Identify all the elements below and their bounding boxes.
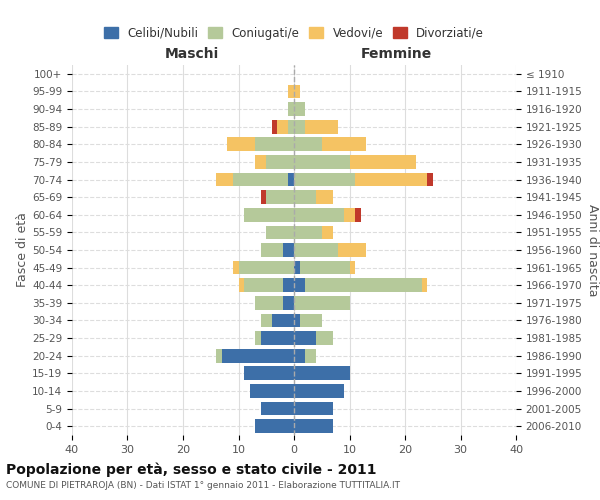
Y-axis label: Fasce di età: Fasce di età xyxy=(16,212,29,288)
Bar xyxy=(255,155,266,169)
Bar xyxy=(294,120,305,134)
Bar xyxy=(294,138,322,151)
Bar xyxy=(294,190,316,204)
Bar xyxy=(272,314,294,328)
Bar xyxy=(216,349,222,362)
Bar xyxy=(322,138,366,151)
Bar xyxy=(294,366,349,380)
Bar xyxy=(355,172,427,186)
Bar xyxy=(289,120,294,134)
Bar xyxy=(260,190,266,204)
Bar xyxy=(355,208,361,222)
Bar xyxy=(266,190,294,204)
Bar xyxy=(283,243,294,257)
Bar xyxy=(422,278,427,292)
Bar xyxy=(305,278,422,292)
Bar xyxy=(294,84,299,98)
Bar xyxy=(255,331,260,345)
Bar xyxy=(260,331,294,345)
Bar xyxy=(244,208,294,222)
Bar xyxy=(344,208,355,222)
Bar xyxy=(216,172,233,186)
Bar xyxy=(294,155,349,169)
Bar xyxy=(294,278,305,292)
Bar xyxy=(427,172,433,186)
Bar xyxy=(255,296,283,310)
Bar xyxy=(305,349,316,362)
Bar xyxy=(239,260,294,274)
Bar xyxy=(244,366,294,380)
Bar xyxy=(289,172,294,186)
Y-axis label: Anni di nascita: Anni di nascita xyxy=(586,204,599,296)
Bar xyxy=(244,278,283,292)
Bar xyxy=(294,420,333,433)
Bar xyxy=(294,349,305,362)
Bar xyxy=(227,138,255,151)
Bar xyxy=(289,84,294,98)
Text: Femmine: Femmine xyxy=(361,48,432,62)
Bar xyxy=(272,120,277,134)
Bar xyxy=(289,102,294,116)
Bar xyxy=(316,190,333,204)
Bar xyxy=(294,260,299,274)
Bar xyxy=(255,138,294,151)
Bar xyxy=(316,331,333,345)
Bar xyxy=(233,172,289,186)
Text: Popolazione per età, sesso e stato civile - 2011: Popolazione per età, sesso e stato civil… xyxy=(6,462,377,477)
Bar xyxy=(283,278,294,292)
Bar xyxy=(233,260,239,274)
Bar xyxy=(260,243,283,257)
Bar xyxy=(299,260,349,274)
Bar xyxy=(294,314,299,328)
Bar xyxy=(266,226,294,239)
Bar xyxy=(266,155,294,169)
Text: COMUNE DI PIETRAROJA (BN) - Dati ISTAT 1° gennaio 2011 - Elaborazione TUTTITALIA: COMUNE DI PIETRAROJA (BN) - Dati ISTAT 1… xyxy=(6,481,400,490)
Bar xyxy=(305,120,338,134)
Bar xyxy=(294,102,305,116)
Legend: Celibi/Nubili, Coniugati/e, Vedovi/e, Divorziati/e: Celibi/Nubili, Coniugati/e, Vedovi/e, Di… xyxy=(104,26,484,40)
Bar xyxy=(294,331,316,345)
Bar xyxy=(283,296,294,310)
Text: Maschi: Maschi xyxy=(165,48,219,62)
Bar xyxy=(294,384,344,398)
Bar xyxy=(322,226,333,239)
Bar xyxy=(338,243,366,257)
Bar xyxy=(294,243,338,257)
Bar xyxy=(294,226,322,239)
Bar xyxy=(349,260,355,274)
Bar xyxy=(250,384,294,398)
Bar xyxy=(260,314,272,328)
Bar xyxy=(294,402,333,415)
Bar xyxy=(294,296,349,310)
Bar xyxy=(294,208,344,222)
Bar xyxy=(222,349,294,362)
Bar xyxy=(239,278,244,292)
Bar xyxy=(299,314,322,328)
Bar xyxy=(255,420,294,433)
Bar xyxy=(260,402,294,415)
Bar xyxy=(277,120,289,134)
Bar xyxy=(349,155,416,169)
Bar xyxy=(294,172,355,186)
